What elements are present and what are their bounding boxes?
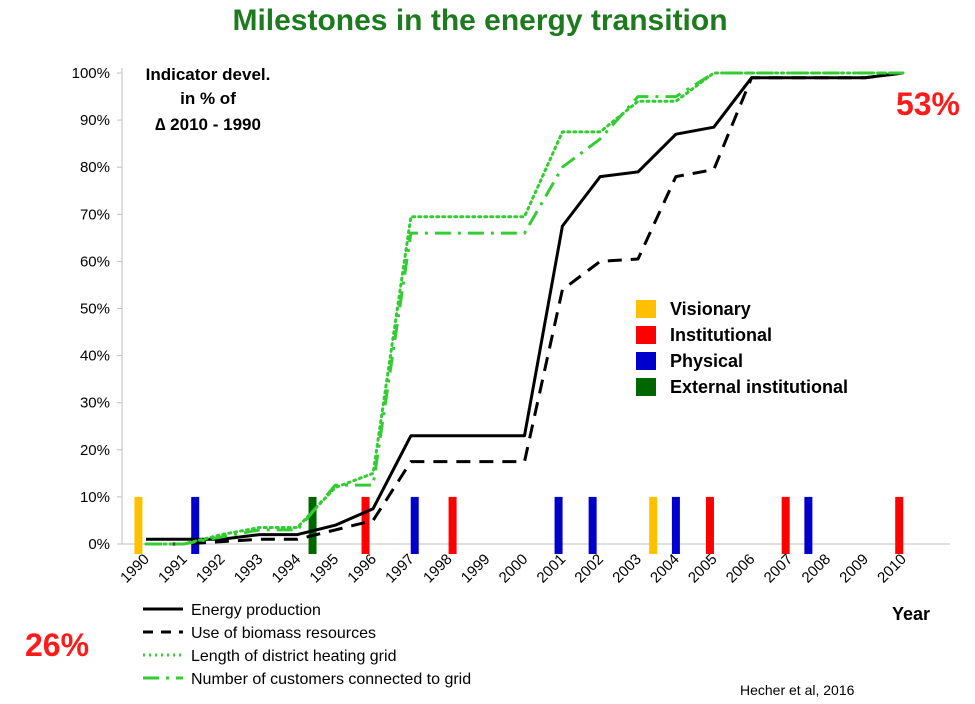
milestone-category-legend: Visionary Institutional Physical External i… bbox=[636, 299, 848, 397]
x-tick-label: 1999 bbox=[458, 551, 494, 587]
legend-series-label: Energy production bbox=[191, 602, 321, 619]
legend-swatch bbox=[636, 378, 656, 396]
series-legend: Energy production Use of biomass resource… bbox=[143, 602, 471, 688]
indicator-annotation-line3: ∆ 2010 - 1990 bbox=[155, 115, 261, 134]
legend-category-label: External institutional bbox=[670, 377, 848, 397]
milestone-bar bbox=[448, 496, 457, 554]
legend-swatch bbox=[636, 300, 656, 318]
x-axis-label: Year bbox=[892, 604, 930, 624]
y-tick-label: 70% bbox=[80, 206, 110, 223]
indicator-annotation-line2: in % of bbox=[180, 89, 236, 108]
milestone-bar bbox=[705, 496, 714, 554]
x-tick-label: 2010 bbox=[874, 551, 910, 587]
x-tick-label: 1996 bbox=[344, 551, 380, 587]
y-tick-label: 20% bbox=[80, 442, 110, 459]
legend-category-label: Physical bbox=[670, 351, 743, 371]
milestone-bar bbox=[554, 496, 563, 554]
x-tick-label: 2008 bbox=[799, 551, 835, 587]
y-tick-label: 10% bbox=[80, 489, 110, 506]
milestone-bar bbox=[671, 496, 680, 554]
y-tick-label: 40% bbox=[80, 348, 110, 365]
y-tick-label: 50% bbox=[80, 301, 110, 318]
chart-title: Milestones in the energy transition bbox=[232, 4, 727, 37]
y-tick-label: 0% bbox=[88, 536, 110, 553]
y-tick-label: 60% bbox=[80, 253, 110, 270]
series-line bbox=[146, 71, 904, 541]
x-tick-label: 1991 bbox=[155, 551, 191, 587]
x-tick-label: 2001 bbox=[534, 551, 570, 587]
series-lines bbox=[144, 71, 905, 546]
x-tick-label: 2009 bbox=[836, 551, 872, 587]
series-line bbox=[144, 71, 905, 546]
x-tick-label: 1990 bbox=[117, 551, 153, 587]
milestone-bar bbox=[361, 496, 370, 554]
milestone-bar bbox=[134, 496, 143, 554]
milestone-bar bbox=[781, 496, 790, 554]
y-tick-label: 30% bbox=[80, 395, 110, 412]
milestone-bar bbox=[410, 496, 419, 554]
x-tick-label: 2004 bbox=[647, 551, 683, 587]
legend-series-label: Length of district heating grid bbox=[191, 648, 396, 665]
axes bbox=[117, 68, 950, 545]
y-tick-labels: 0% 10% 20% 30% 40% 50% 60% 70% 80% 90% 100% bbox=[72, 65, 110, 553]
milestone-bar bbox=[191, 496, 200, 554]
legend-swatch bbox=[636, 352, 656, 370]
milestone-bar bbox=[895, 496, 904, 554]
milestone-bars bbox=[134, 496, 904, 554]
series-line bbox=[146, 71, 904, 546]
credit-text: Hecher et al, 2016 bbox=[740, 682, 855, 698]
legend-category-label: Visionary bbox=[670, 299, 751, 319]
milestone-bar bbox=[588, 496, 597, 554]
legend-series-label: Number of customers connected to grid bbox=[191, 671, 471, 688]
x-tick-label: 1998 bbox=[420, 551, 456, 587]
legend-swatch bbox=[636, 326, 656, 344]
right-percentage-label: 53% bbox=[896, 86, 960, 122]
y-tick-label: 100% bbox=[72, 65, 110, 82]
x-tick-label: 1994 bbox=[269, 551, 305, 587]
milestone-bar bbox=[308, 496, 317, 554]
y-tick-label: 90% bbox=[80, 112, 110, 129]
x-tick-label: 2000 bbox=[496, 551, 532, 587]
x-tick-labels: 1990 1991 1992 1993 1994 1995 1996 1997 1998 1999… bbox=[117, 551, 910, 587]
series-line bbox=[146, 71, 903, 546]
left-percentage-label: 26% bbox=[25, 627, 89, 663]
legend-series-label: Use of biomass resources bbox=[191, 625, 376, 642]
milestone-bar bbox=[649, 496, 658, 554]
x-tick-label: 1992 bbox=[193, 551, 229, 587]
x-tick-label: 1995 bbox=[306, 551, 342, 587]
y-tick-label: 80% bbox=[80, 159, 110, 176]
x-tick-label: 2002 bbox=[571, 551, 607, 587]
x-tick-label: 2003 bbox=[609, 551, 645, 587]
legend-category-label: Institutional bbox=[670, 325, 772, 345]
x-tick-label: 1993 bbox=[231, 551, 267, 587]
indicator-annotation-line1: Indicator devel. bbox=[146, 65, 271, 84]
milestone-bar bbox=[804, 496, 813, 554]
x-tick-label: 1997 bbox=[382, 551, 418, 587]
x-tick-label: 2005 bbox=[685, 551, 721, 587]
x-tick-label: 2007 bbox=[761, 551, 797, 587]
x-tick-label: 2006 bbox=[723, 551, 759, 587]
